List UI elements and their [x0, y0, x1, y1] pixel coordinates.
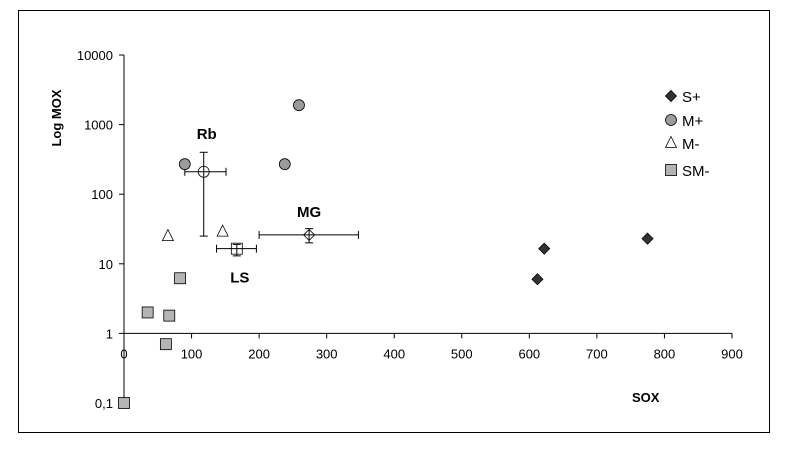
x-tick-label: 600: [518, 346, 540, 361]
y-tick-label: 100: [91, 187, 113, 202]
error-bars: [184, 151, 359, 257]
data-point: [118, 397, 130, 409]
data-points: [117, 99, 654, 409]
group-means: Rb MG LS: [197, 126, 321, 287]
group-label: MG: [297, 204, 321, 221]
chart-frame: [18, 10, 770, 433]
legend-label: M-: [682, 136, 700, 153]
data-point: [163, 309, 176, 322]
data-point: [531, 273, 544, 286]
data-point: [178, 158, 191, 171]
legend-label: SM-: [682, 163, 710, 180]
x-tick-label: 0: [120, 346, 127, 361]
tick-labels: 0 100 200 300 400 500 600 700 800 900 0,1 1 10 100 100…: [77, 48, 743, 411]
y-tick-label: 10000: [77, 48, 113, 63]
legend: S+ M+ M- SM-: [664, 89, 710, 180]
data-point: [174, 272, 186, 285]
x-tick-label: 300: [316, 346, 338, 361]
data-point: [161, 228, 175, 242]
group-label: LS: [230, 270, 249, 287]
y-tick-label: 10: [99, 257, 113, 272]
legend-marker: [665, 164, 677, 176]
group-label: Rb: [197, 126, 217, 143]
legend-marker: [665, 114, 677, 126]
data-point: [141, 306, 154, 319]
legend-label: S+: [682, 89, 701, 106]
y-tick-label: 1000: [84, 118, 113, 133]
legend-marker: [664, 89, 678, 103]
y-axis-title: Log MOX: [49, 89, 64, 146]
x-axis-title: SOX: [632, 390, 660, 405]
x-tick-label: 800: [654, 346, 676, 361]
data-point: [159, 338, 172, 351]
x-tick-label: 900: [721, 346, 743, 361]
group-mean-marker: [230, 242, 243, 255]
data-point: [278, 158, 291, 171]
axes: [119, 54, 733, 404]
x-tick-label: 400: [383, 346, 405, 361]
data-point: [293, 99, 305, 112]
x-tick-label: 500: [451, 346, 473, 361]
y-tick-label: 0,1: [95, 396, 113, 411]
y-tick-label: 1: [106, 326, 113, 341]
data-point: [216, 224, 229, 237]
legend-label: M+: [682, 113, 703, 130]
x-tick-label: 200: [248, 346, 270, 361]
x-tick-label: 100: [181, 346, 203, 361]
data-point: [538, 242, 551, 255]
x-tick-label: 700: [586, 346, 608, 361]
data-point: [641, 232, 654, 245]
group-mean-marker: [303, 228, 316, 241]
legend-marker: [664, 135, 678, 148]
group-mean-marker: [197, 165, 210, 178]
